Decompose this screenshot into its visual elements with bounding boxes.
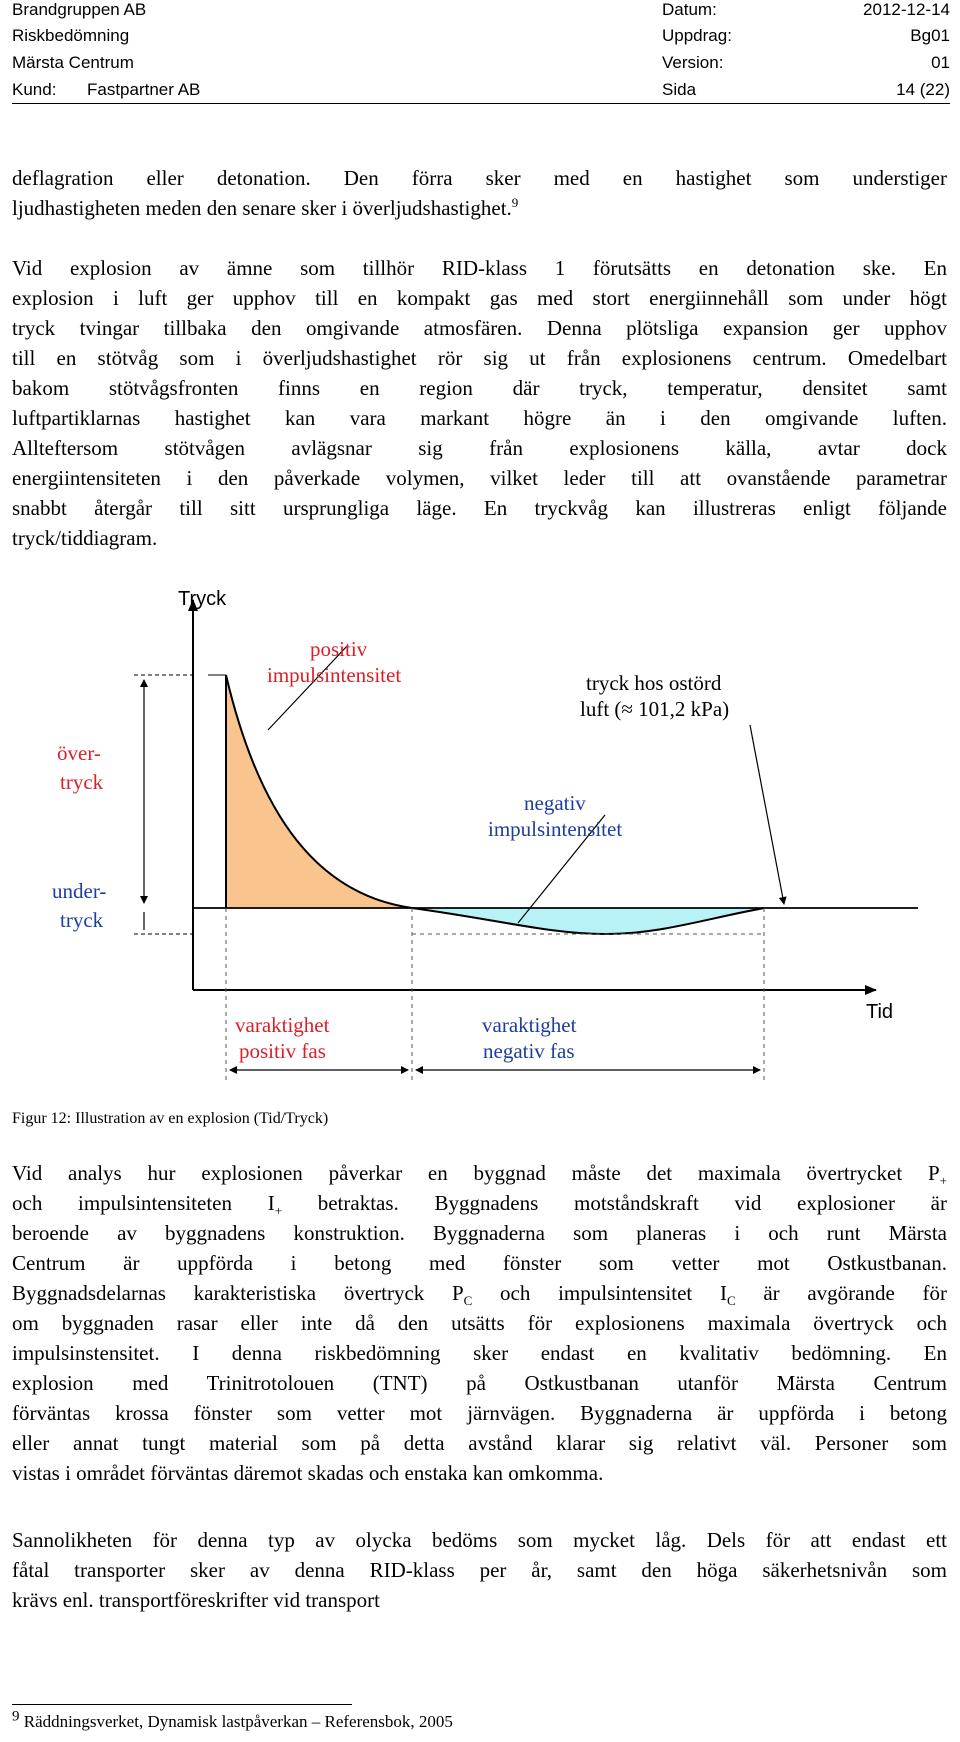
footnote-number: 9: [12, 1708, 20, 1725]
positive-impulse-label-2: impulsintensitet: [267, 663, 401, 687]
text-line: förväntas krossa fönster som vetter mot …: [12, 1401, 947, 1425]
x-axis-label: Tid: [866, 1001, 893, 1023]
header-client-label: Kund:: [12, 80, 57, 99]
header-doc-type: Riskbedömning: [12, 26, 130, 45]
paragraph-4: Sannolikheten för denna typ av olycka be…: [12, 1525, 947, 1615]
pressure-time-figure: Tryck Tid över- tryck under- tryck posit…: [30, 588, 930, 1100]
text-line: explosion med Trinitrotolouen (TNT) på O…: [12, 1371, 947, 1395]
text-line: bakom stötvågsfronten finns en region dä…: [12, 376, 947, 400]
header-version-label: Version:: [662, 53, 724, 72]
footnote-ref: 9: [511, 195, 519, 210]
negative-duration-label-2: negativ fas: [483, 1039, 575, 1063]
header-rule: [12, 103, 950, 104]
header-page: 14 (22): [896, 80, 950, 99]
header-page-label: Sida: [662, 80, 697, 99]
header-assignment-label: Uppdrag:: [662, 26, 732, 45]
header-date: 2012-12-14: [863, 0, 950, 19]
overpressure-label-2: tryck: [60, 770, 104, 794]
footnote-rule: [12, 1704, 352, 1705]
pressure-time-diagram: Tryck Tid över- tryck under- tryck posit…: [52, 588, 918, 1080]
text-line: till en stötvåg som i överljudshastighet…: [12, 346, 947, 370]
text-line: impulsinstensitet. I denna riskbedömning…: [12, 1341, 947, 1365]
text-line: tryck/tiddiagram.: [12, 526, 158, 550]
text-line: Vid explosion av ämne som tillhör RID-kl…: [12, 256, 947, 280]
positive-duration-label-2: positiv fas: [239, 1039, 326, 1063]
text-line: krävs enl. transportföreskrifter vid tra…: [12, 1588, 380, 1612]
positive-impulse-label-1: positiv: [310, 637, 368, 661]
positive-label-pointer: [267, 644, 349, 731]
footnote-text: Räddningsverket, Dynamisk lastpåverkan –…: [19, 1712, 453, 1731]
text-line: eller annat tungt material som på detta …: [12, 1431, 947, 1455]
header-date-label: Datum:: [662, 0, 717, 19]
text-line: Vid analys hur explosionen påverkar en b…: [12, 1161, 947, 1189]
ambient-label-1: tryck hos ostörd: [586, 671, 722, 695]
overpressure-label-1: över-: [57, 741, 101, 765]
header-assignment: Bg01: [910, 26, 950, 45]
text-line: Sannolikheten för denna typ av olycka be…: [12, 1528, 947, 1552]
positive-duration-label-1: varaktighet: [235, 1013, 330, 1037]
text-line: tryck tvingar tillbaka den omgivande atm…: [12, 316, 947, 340]
footnote: 9 Räddningsverket, Dynamisk lastpåverkan…: [12, 1709, 453, 1732]
text-line: fåtal transporter sker av denna RID-klas…: [12, 1558, 947, 1582]
paragraph-3: Vid analys hur explosionen påverkar en b…: [12, 1158, 947, 1488]
text-line: beroende av byggnadens konstruktion. Byg…: [12, 1221, 947, 1245]
underpressure-label-2: tryck: [60, 908, 104, 932]
negative-label-pointer: [517, 814, 606, 924]
text-line: snabbt återgår till sitt ursprungliga lä…: [12, 496, 947, 520]
ambient-label-2: luft (≈ 101,2 kPa): [580, 697, 729, 721]
paragraph-2: Vid explosion av ämne som tillhör RID-kl…: [12, 253, 947, 553]
pressure-curve: [225, 674, 765, 936]
text-line: luftpartiklarnas hastighet kan vara mark…: [12, 406, 947, 430]
header-client: Fastpartner AB: [87, 80, 201, 99]
text-line: ljudhastigheten meden den senare sker i …: [12, 195, 519, 220]
text-line: energiintensiteten i den påverkade volym…: [12, 466, 947, 490]
text-line: deflagration eller detonation. Den förra…: [12, 166, 947, 190]
header-version: 01: [931, 53, 950, 72]
text-line: om byggnaden rasar eller inte då den uts…: [12, 1311, 947, 1335]
text-line: och impulsintensiteten I+ betraktas. Byg…: [12, 1191, 947, 1219]
y-axis-label: Tryck: [178, 590, 227, 610]
header-company: Brandgruppen AB: [12, 0, 147, 19]
positive-phase-area: [226, 675, 412, 908]
figure-caption: Figur 12: Illustration av en explosion (…: [12, 1110, 329, 1127]
text-line: explosion i luft ger upphov till en komp…: [12, 286, 947, 310]
negative-phase-area: [412, 908, 764, 934]
negative-impulse-label-1: negativ: [524, 791, 586, 815]
text-line: Byggnadsdelarnas karakteristiska övertry…: [12, 1281, 947, 1309]
negative-impulse-label-2: impulsintensitet: [488, 817, 622, 841]
paragraph-1: deflagration eller detonation. Den förra…: [12, 163, 947, 223]
negative-duration-label-1: varaktighet: [482, 1013, 577, 1037]
text-line: Centrum är uppförda i betong med fönster…: [12, 1251, 947, 1275]
ambient-pointer: [749, 724, 787, 905]
text-line: vistas i området förväntas däremot skada…: [12, 1461, 604, 1485]
header-project: Märsta Centrum: [12, 53, 134, 72]
underpressure-label-1: under-: [52, 879, 106, 903]
text-line: Allteftersom stötvågen avlägsnar sig frå…: [12, 436, 947, 460]
